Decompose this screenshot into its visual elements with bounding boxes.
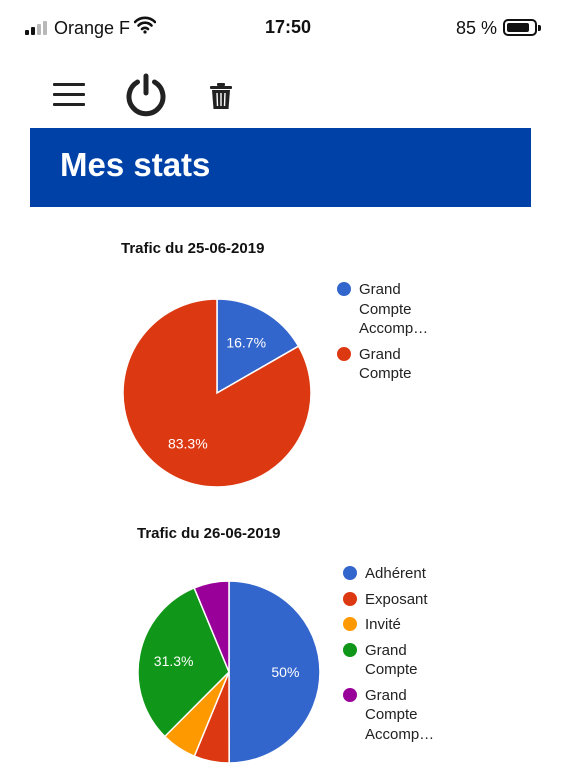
slice-value-label: 31.3% <box>154 653 194 669</box>
legend-label: Invité <box>365 616 401 633</box>
slice-value-label: 50% <box>271 664 299 680</box>
pie-slice[interactable] <box>193 580 230 673</box>
trash-icon[interactable] <box>208 82 234 110</box>
chart-title: Trafic du 25-06-2019 <box>121 240 265 257</box>
toolbar <box>0 60 576 130</box>
battery-icon <box>503 19 541 36</box>
slice-value-label: 83.3% <box>168 435 208 451</box>
carrier-name: Orange F <box>54 18 131 38</box>
legend-swatch <box>337 282 351 296</box>
legend-item[interactable]: Adhérent <box>343 564 457 584</box>
slice-value-label: 16.7% <box>226 335 266 351</box>
battery-percentage: 85 % <box>455 18 497 38</box>
chart-legend: Grand Compte Accomp… Grand Compte <box>337 280 451 390</box>
legend-item[interactable]: Exposant <box>343 590 457 610</box>
legend-label: Grand Compte <box>365 641 418 679</box>
legend-swatch <box>343 642 357 657</box>
legend-item[interactable]: Grand Compte <box>337 345 451 384</box>
page-title: Mes stats <box>60 146 211 183</box>
legend-item[interactable]: Grand Compte Accomp… <box>343 686 457 745</box>
legend-swatch <box>343 687 357 702</box>
hamburger-menu-icon[interactable] <box>53 83 85 107</box>
clock: 17:50 <box>264 17 312 37</box>
pie-slice[interactable] <box>228 580 321 764</box>
legend-item[interactable]: Grand Compte Accomp… <box>337 280 451 339</box>
legend-item[interactable]: Grand Compte <box>343 641 457 680</box>
pie-chart-canvas: 50% 31.3% <box>137 580 321 764</box>
chart-legend: Adhérent Exposant Invité Grand Compte Grand … <box>343 564 457 750</box>
legend-label: Exposant <box>365 590 428 608</box>
legend-label: Grand Compte Accomp… <box>365 686 435 743</box>
legend-swatch <box>343 617 357 631</box>
pie-chart-26-06-2019: Trafic du 26-06-2019 50% 31.3% Adhérent Ex… <box>0 515 576 768</box>
power-icon[interactable] <box>123 72 169 118</box>
legend-label: Grand Compte Accomp… <box>359 281 429 337</box>
pie-slice[interactable] <box>216 298 300 395</box>
pie-slice[interactable] <box>137 586 230 738</box>
pie-chart-canvas: 16.7% 83.3% <box>122 298 312 488</box>
status-bar: Orange F 17:50 85 % <box>0 0 576 56</box>
legend-swatch <box>337 346 351 361</box>
chart-title: Trafic du 26-06-2019 <box>137 525 281 542</box>
legend-item[interactable]: Invité <box>343 615 457 635</box>
legend-label: Adhérent <box>365 565 426 582</box>
page-header: Mes stats <box>30 128 531 207</box>
legend-swatch <box>343 566 357 580</box>
legend-label: Grand Compte <box>359 345 412 383</box>
pie-slice[interactable] <box>122 298 312 488</box>
pie-chart-25-06-2019: Trafic du 25-06-2019 16.7% 83.3% Grand Co… <box>0 230 576 500</box>
wifi-icon <box>133 16 157 39</box>
signal-strength-icon <box>25 21 49 35</box>
legend-swatch <box>343 591 357 606</box>
